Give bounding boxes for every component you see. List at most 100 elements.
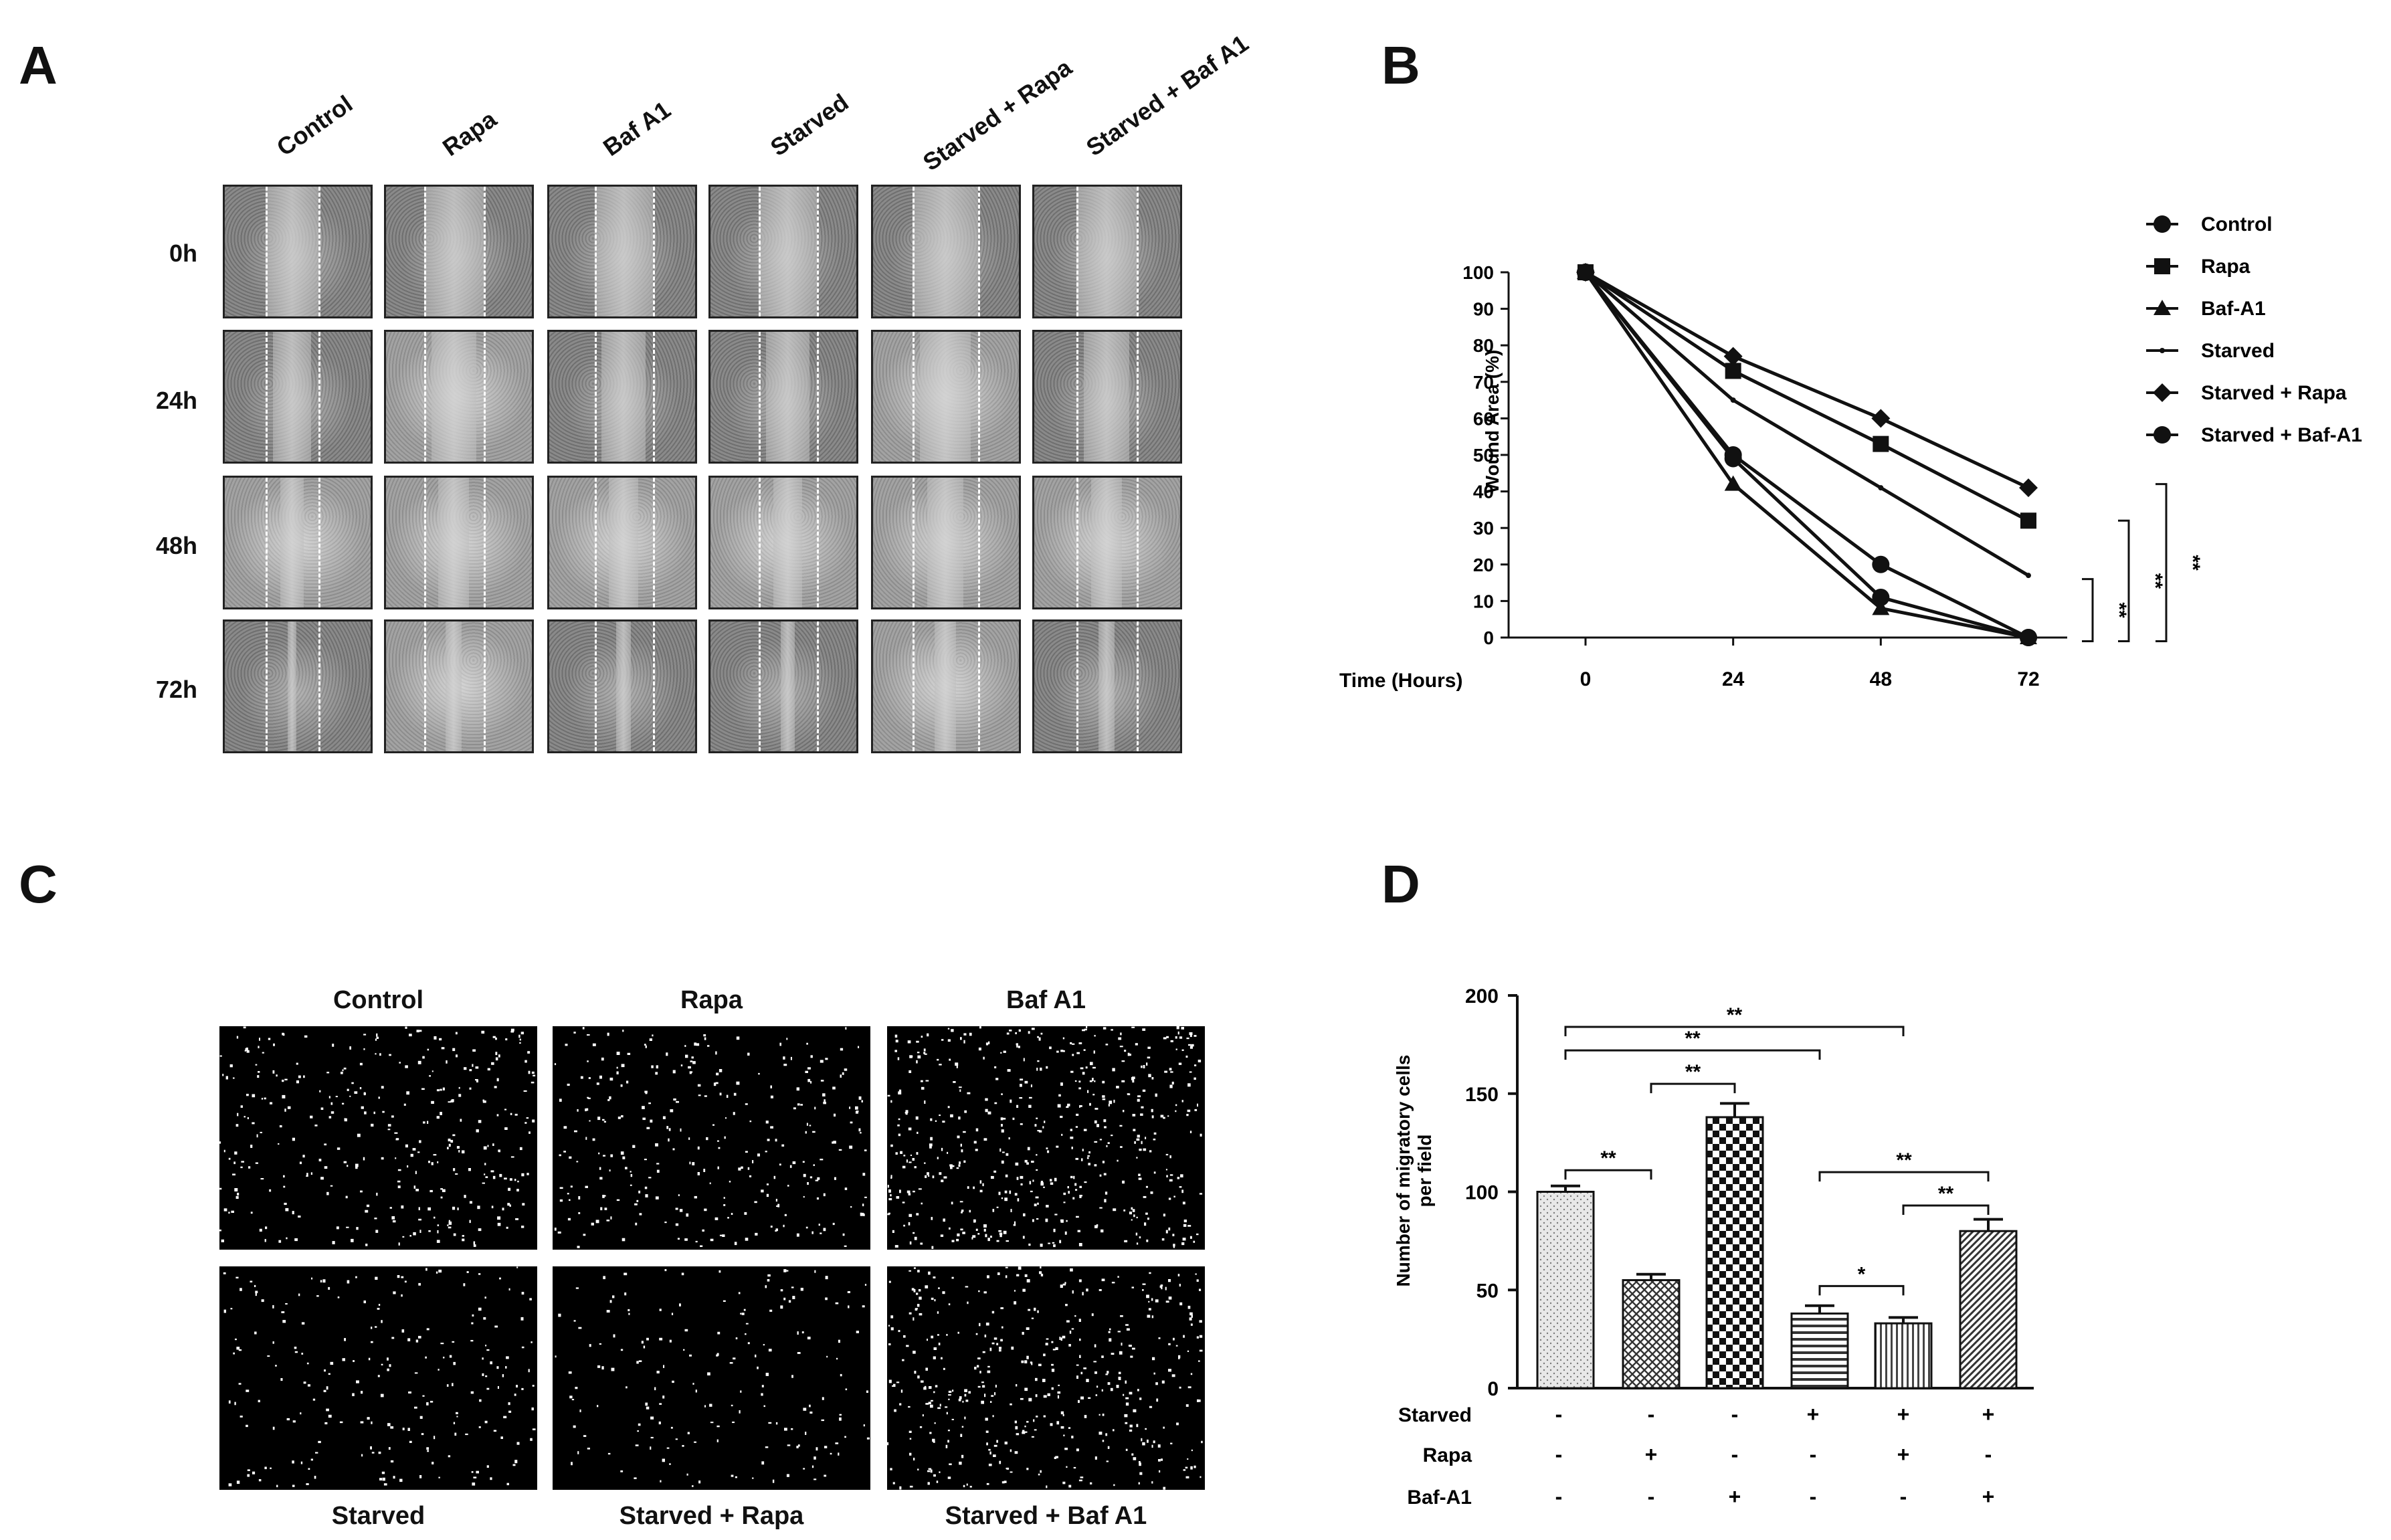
cell-dots bbox=[219, 1026, 536, 1247]
wound-edge-line bbox=[977, 621, 980, 751]
condition-sign: - bbox=[1731, 1402, 1739, 1426]
wound-gap bbox=[912, 187, 978, 316]
y-tick-label: 0 bbox=[1483, 628, 1494, 648]
wound-edge-line bbox=[423, 187, 426, 316]
wound-edge-line bbox=[817, 621, 820, 751]
data-point bbox=[2153, 383, 2172, 402]
wound-gap bbox=[287, 621, 296, 751]
row-label-0h: 0h bbox=[169, 239, 197, 267]
cell-dots bbox=[887, 1266, 1203, 1490]
condition-sign: - bbox=[1985, 1442, 1992, 1466]
condition-sign: + bbox=[1982, 1484, 1995, 1509]
cell-dots bbox=[887, 1026, 1203, 1249]
significance-label: ** bbox=[2108, 602, 2130, 618]
data-point bbox=[1724, 446, 1742, 464]
wound-edge-line bbox=[484, 332, 486, 462]
row-label-72h: 72h bbox=[155, 676, 197, 703]
wound-edge-line bbox=[484, 621, 486, 751]
legend-label: Starved + Baf-A1 bbox=[2201, 424, 2362, 446]
micrograph-tile bbox=[547, 476, 697, 609]
wound-gap bbox=[616, 621, 632, 751]
error-bar bbox=[1636, 1272, 1666, 1280]
data-point bbox=[2154, 300, 2171, 315]
caption-starved-rapa: Starved + Rapa bbox=[619, 1502, 804, 1530]
y-tick-label: 50 bbox=[1473, 445, 1494, 466]
bar bbox=[1622, 1279, 1681, 1389]
data-point bbox=[1873, 436, 1889, 452]
comparison-bracket bbox=[1650, 1082, 1736, 1094]
panel-label-a: A bbox=[19, 35, 58, 95]
comparison-label: ** bbox=[1685, 1028, 1701, 1050]
micrograph-tile bbox=[384, 185, 534, 318]
wound-edge-line bbox=[977, 187, 980, 316]
data-point bbox=[1872, 588, 1890, 606]
micrograph-tile bbox=[1032, 619, 1182, 753]
stained-cells-image bbox=[553, 1266, 870, 1490]
significance-bracket bbox=[2156, 483, 2168, 642]
wound-edge-line bbox=[652, 332, 655, 462]
micrograph-tile bbox=[871, 476, 1021, 609]
wound-edge-line bbox=[977, 478, 980, 607]
wound-gap bbox=[1098, 621, 1115, 751]
wound-edge-line bbox=[652, 478, 655, 607]
micrograph-tile bbox=[871, 619, 1021, 753]
wound-edge-line bbox=[266, 187, 268, 316]
wound-edge-line bbox=[1136, 478, 1139, 607]
micrograph-tile bbox=[1032, 185, 1182, 318]
panel-label-d: D bbox=[1381, 854, 1420, 914]
micrograph-tile bbox=[384, 476, 534, 609]
data-point bbox=[2020, 629, 2037, 646]
condition-sign: - bbox=[1555, 1402, 1563, 1426]
column-label-starved-baf-a1: Starved + Baf A1 bbox=[1080, 29, 1254, 162]
comparison-bracket bbox=[1564, 1049, 1821, 1060]
data-point bbox=[1730, 397, 1736, 403]
wound-edge-line bbox=[266, 621, 268, 751]
wound-gap bbox=[1091, 478, 1122, 607]
condition-sign: + bbox=[1982, 1402, 1995, 1426]
condition-sign: - bbox=[1555, 1442, 1563, 1466]
legend-label: Rapa bbox=[2201, 256, 2251, 278]
stained-cells-image bbox=[219, 1266, 537, 1490]
micrograph-tile bbox=[223, 619, 373, 753]
stained-cells-image bbox=[887, 1026, 1205, 1250]
error-bar bbox=[1889, 1316, 1918, 1324]
wound-edge-line bbox=[1076, 478, 1079, 607]
wound-edge-line bbox=[318, 187, 320, 316]
comparison-label: ** bbox=[1685, 1061, 1701, 1083]
wound-edge-line bbox=[423, 332, 426, 462]
error-bar bbox=[1805, 1304, 1834, 1314]
micrograph-tile bbox=[708, 185, 858, 318]
caption-control: Control bbox=[332, 986, 424, 1014]
column-label-starved-rapa: Starved + Rapa bbox=[917, 53, 1077, 177]
micrograph-tile bbox=[708, 619, 858, 753]
y-tick-label: 10 bbox=[1473, 591, 1494, 611]
wound-gap bbox=[758, 187, 818, 316]
comparison-label: ** bbox=[1938, 1183, 1954, 1205]
series-line bbox=[1584, 271, 2030, 577]
condition-sign: - bbox=[1648, 1402, 1655, 1426]
condition-sign: - bbox=[1900, 1484, 1907, 1509]
wound-edge-line bbox=[912, 621, 915, 751]
wound-edge-line bbox=[266, 332, 268, 462]
wound-gap bbox=[1084, 332, 1129, 462]
comparison-label: ** bbox=[1727, 1004, 1743, 1026]
micrograph-tile bbox=[547, 330, 697, 464]
row-label-48h: 48h bbox=[155, 532, 197, 559]
data-point bbox=[2160, 348, 2165, 353]
wound-edge-line bbox=[977, 332, 980, 462]
micrograph-tile bbox=[708, 476, 858, 609]
bar bbox=[1790, 1312, 1849, 1389]
bar bbox=[1536, 1191, 1595, 1389]
y-tick-label: 60 bbox=[1473, 408, 1494, 429]
wound-edge-line bbox=[817, 478, 820, 607]
wound-edge-line bbox=[1076, 332, 1079, 462]
wound-edge-line bbox=[1076, 187, 1079, 316]
wound-gap bbox=[609, 478, 638, 607]
y-tick-label: 40 bbox=[1473, 482, 1494, 502]
error-bar bbox=[1551, 1184, 1580, 1192]
wound-edge-line bbox=[318, 332, 320, 462]
caption-rapa: Rapa bbox=[680, 986, 743, 1014]
significance-label: ** bbox=[2144, 573, 2166, 589]
row-label-24h: 24h bbox=[155, 387, 197, 414]
wound-gap bbox=[423, 187, 484, 316]
